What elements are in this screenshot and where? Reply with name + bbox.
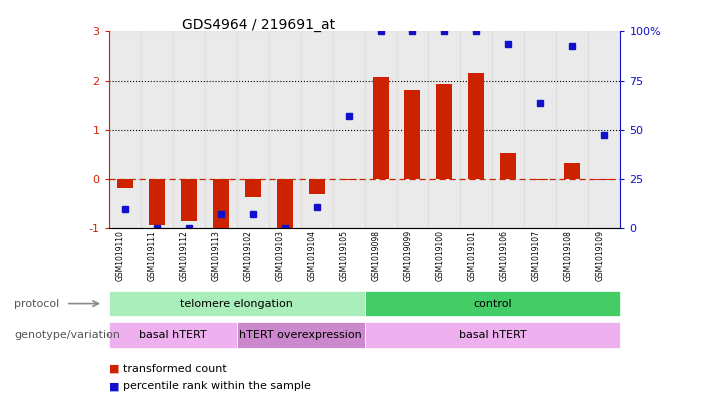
Bar [437, 84, 452, 179]
Text: GSM1019111: GSM1019111 [148, 230, 156, 281]
Bar [116, 179, 132, 187]
Text: GSM1019100: GSM1019100 [435, 230, 444, 281]
Bar [404, 90, 421, 179]
Text: ■: ■ [109, 364, 119, 374]
Text: protocol: protocol [14, 299, 60, 309]
Bar [141, 31, 172, 228]
Text: GSM1019098: GSM1019098 [372, 230, 381, 281]
Text: genotype/variation: genotype/variation [14, 330, 120, 340]
Text: GSM1019101: GSM1019101 [468, 230, 477, 281]
Bar [308, 179, 325, 193]
Text: GSM1019107: GSM1019107 [531, 230, 540, 281]
Text: GSM1019112: GSM1019112 [179, 230, 189, 281]
Bar [493, 31, 524, 228]
Bar [501, 153, 517, 179]
Bar [365, 31, 397, 228]
Text: GSM1019113: GSM1019113 [212, 230, 221, 281]
Bar [277, 179, 292, 228]
Bar [149, 179, 165, 226]
Text: GSM1019104: GSM1019104 [308, 230, 317, 281]
Bar [237, 31, 268, 228]
Text: GSM1019106: GSM1019106 [499, 230, 508, 281]
Bar [268, 31, 301, 228]
Text: GSM1019109: GSM1019109 [595, 230, 604, 281]
Bar [557, 31, 588, 228]
Text: GSM1019108: GSM1019108 [564, 230, 573, 281]
Text: GSM1019103: GSM1019103 [275, 230, 285, 281]
Bar [205, 31, 237, 228]
Text: GSM1019099: GSM1019099 [404, 230, 412, 281]
Text: GSM1019110: GSM1019110 [116, 230, 125, 281]
Bar [468, 73, 484, 179]
Bar [588, 31, 620, 228]
Text: basal hTERT: basal hTERT [139, 330, 207, 340]
Bar [428, 31, 461, 228]
Text: ■: ■ [109, 381, 119, 391]
Bar [397, 31, 428, 228]
Bar [461, 31, 493, 228]
Text: percentile rank within the sample: percentile rank within the sample [123, 381, 311, 391]
Bar [341, 179, 357, 180]
Bar [524, 31, 557, 228]
Text: basal hTERT: basal hTERT [458, 330, 526, 340]
Text: GDS4964 / 219691_at: GDS4964 / 219691_at [182, 18, 335, 32]
Bar [372, 77, 388, 179]
Bar [597, 179, 613, 180]
Text: telomere elongation: telomere elongation [180, 299, 293, 309]
Bar [212, 179, 229, 228]
Bar [172, 31, 205, 228]
Text: control: control [473, 299, 512, 309]
Bar [181, 179, 196, 220]
Text: transformed count: transformed count [123, 364, 226, 374]
Bar [245, 179, 261, 197]
Bar [109, 31, 141, 228]
Text: hTERT overexpression: hTERT overexpression [239, 330, 362, 340]
Bar [564, 163, 580, 179]
Bar [533, 179, 548, 180]
Text: GSM1019105: GSM1019105 [339, 230, 348, 281]
Bar [301, 31, 332, 228]
Bar [332, 31, 365, 228]
Text: GSM1019102: GSM1019102 [243, 230, 252, 281]
